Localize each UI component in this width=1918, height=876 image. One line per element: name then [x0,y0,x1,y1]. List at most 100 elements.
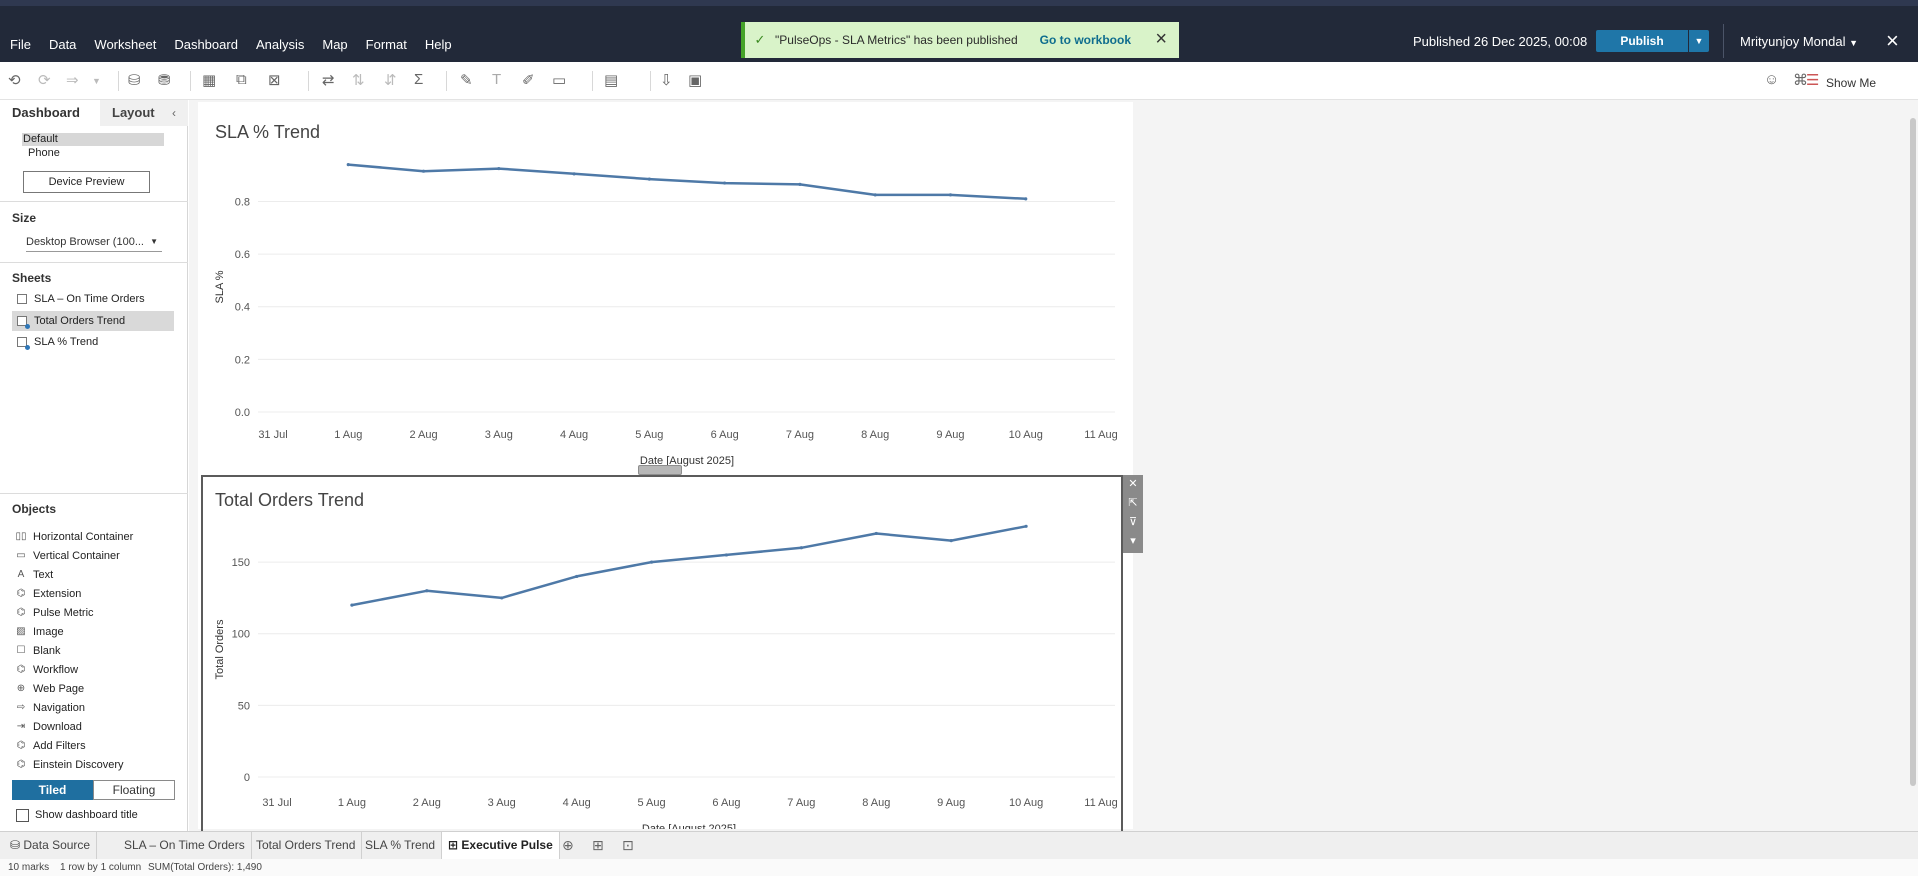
database-icon: ⛁ [10,838,24,852]
sort-ascending-icon[interactable]: ⇅ [352,72,365,89]
object-item-workflow[interactable]: ⌬ Workflow [14,662,78,678]
object-item-einstein-discovery[interactable]: ⌬ Einstein Discovery [14,757,124,773]
more-options-icon[interactable]: ▾ [1130,535,1136,547]
menu-map[interactable]: Map [322,37,348,52]
in-use-icon [25,324,30,329]
show-me-button[interactable]: Show Me [1826,76,1877,90]
user-menu[interactable]: Mrityunjoy Mondal ▼ [1740,34,1858,49]
replay-dropdown-icon[interactable]: ▼ [92,76,101,86]
sla-trend-svg: 0.0 0.2 0.4 0.6 0.8 31 Jul 1 Aug 2 Aug 3 Aug 4 Au… [214,163,1118,467]
tab-total-orders-trend[interactable]: Total Orders Trend [250,832,363,859]
object-item-vertical-container[interactable]: ▭ Vertical Container [14,548,120,564]
data-source-icon[interactable]: ⛃ [158,72,171,89]
presentation-mode-icon[interactable]: ▣ [688,72,703,89]
sheet-label: SLA % Trend [34,336,99,348]
menu-format[interactable]: Format [365,37,407,52]
menu-data[interactable]: Data [48,37,77,52]
object-item-horizontal-container[interactable]: ▯▯ Horizontal Container [14,529,133,545]
labels-icon[interactable]: T [492,71,502,88]
sheet-item-sla-on-time-orders[interactable]: SLA – On Time Orders [12,289,174,309]
replay-icon[interactable]: ⇒ [66,72,79,89]
sort-descending-icon[interactable]: ⇵ [384,72,397,89]
tab-dashboard[interactable]: Dashboard [0,100,100,126]
user-name: Mrityunjoy Mondal [1740,34,1846,49]
duplicate-sheet-icon[interactable]: ⧉ [236,71,247,88]
highlight-icon[interactable]: ✎ [460,72,473,89]
go-to-sheet-icon[interactable]: ⇱ [1128,497,1138,509]
total-orders-svg: 0 50 100 150 31 Jul 1 Aug 2 Aug 3 Aug 4 Aug 5 Aug… [214,524,1118,829]
status-sum: SUM(Total Orders): 1,490 [148,862,262,873]
tiled-button[interactable]: Tiled [12,780,93,800]
sheet-item-total-orders-trend[interactable]: Total Orders Trend [12,311,174,331]
menu-analysis[interactable]: Analysis [255,37,305,52]
series-line [351,525,1027,607]
device-list: Default Phone [22,133,164,160]
clear-sheet-icon[interactable]: ⊠ [268,72,281,89]
device-phone[interactable]: Phone [28,147,60,159]
object-item-pulse-metric[interactable]: ⌬ Pulse Metric [14,605,94,621]
new-worksheet-icon[interactable]: ▦ [202,72,217,89]
canvas-scrollbar[interactable] [1910,118,1916,786]
new-dashboard-icon[interactable]: ⊞ [592,837,604,853]
show-me-icon[interactable]: ☰ [1806,72,1820,89]
remove-zone-icon[interactable]: ✕ [1128,478,1138,490]
object-item-image[interactable]: ▨ Image [14,624,63,640]
toast-close-icon[interactable]: × [1155,28,1167,50]
use-as-filter-icon[interactable]: ⊽ [1128,516,1138,528]
x-tick-label: 6 Aug [712,797,740,809]
total-orders-trend-chart[interactable]: Total Orders Trend 0 50 100 150 31 Jul 1 Aug 2… [203,480,1123,829]
einstein-icon[interactable]: ☺ [1764,71,1780,88]
toolbar-divider [592,71,593,91]
totals-icon[interactable]: Σ [414,71,424,88]
new-data-source-icon[interactable]: ⛁ [128,72,141,89]
annotate-icon[interactable]: ✐ [522,72,535,89]
publish-dropdown-icon[interactable]: ▼ [1689,30,1709,52]
publish-button[interactable]: Publish [1596,30,1688,52]
chart-title: Total Orders Trend [215,490,365,510]
menu-worksheet[interactable]: Worksheet [94,37,157,52]
tab-data-source[interactable]: ⛁ Data Source [4,832,98,859]
fit-icon[interactable]: ▭ [552,72,567,89]
device-preview-button[interactable]: Device Preview [23,171,150,193]
tab-layout[interactable]: Layout [100,100,188,126]
object-item-blank[interactable]: ☐ Blank [14,643,61,659]
sheet-item-sla-trend[interactable]: SLA % Trend [12,332,174,352]
object-item-web-page[interactable]: ⊕ Web Page [14,681,84,697]
x-tick-label: 5 Aug [637,797,665,809]
menu-file[interactable]: File [10,37,31,52]
tab-sla-on-time-orders[interactable]: SLA – On Time Orders [118,832,252,859]
undo-icon[interactable]: ⟲ [8,72,21,89]
new-worksheet-icon[interactable]: ⊕ [562,837,574,853]
tab-executive-pulse[interactable]: ⊞ Executive Pulse [442,832,560,859]
new-story-icon[interactable]: ⊡ [622,837,634,853]
object-item-text[interactable]: A Text [14,567,54,583]
object-item-navigation[interactable]: ⇨ Navigation [14,700,85,716]
size-select[interactable]: Desktop Browser (100... ▼ [26,234,162,252]
download-icon[interactable]: ⇩ [660,72,673,89]
tab-sla-trend[interactable]: SLA % Trend [359,832,443,859]
status-layout: 1 row by 1 column [60,862,142,873]
object-item-download[interactable]: ⇥ Download [14,719,82,735]
sla-trend-chart[interactable]: SLA % Trend 0.0 0.2 0.4 0.6 0.8 31 Jul 1 Aug 2 … [203,112,1123,472]
show-dashboard-title-option[interactable]: Show dashboard title [16,809,138,822]
toolbar: ⟲ ⟳ ⇒ ▼ ⛁ ⛃ ▦ ⧉ ⊠ ⇄ ⇅ ⇵ Σ ✎ T ✐ ▭ ▤ ⇩ ▣ … [0,62,1918,100]
collapse-panel-icon[interactable]: ‹ [172,106,176,120]
data-point [1024,197,1028,201]
close-window-icon[interactable]: × [1886,28,1899,53]
floating-button[interactable]: Floating [93,780,175,800]
format-workbook-icon[interactable]: ⌘ [1793,72,1808,89]
checkbox[interactable] [16,809,29,822]
go-to-workbook-link[interactable]: Go to workbook [1039,33,1131,47]
einstein-icon: ⌬ [16,759,26,770]
menu-dashboard[interactable]: Dashboard [174,37,238,52]
object-item-add-filters[interactable]: ⌬ Add Filters [14,738,86,754]
show-cards-icon[interactable]: ▤ [604,72,619,89]
resize-handle[interactable] [638,465,682,475]
object-item-extension[interactable]: ⌬ Extension [14,586,82,602]
redo-icon[interactable]: ⟳ [38,72,51,89]
data-point [798,182,802,186]
data-point [723,181,727,185]
device-default[interactable]: Default [22,133,164,146]
swap-axes-icon[interactable]: ⇄ [322,72,335,89]
menu-help[interactable]: Help [424,37,452,52]
